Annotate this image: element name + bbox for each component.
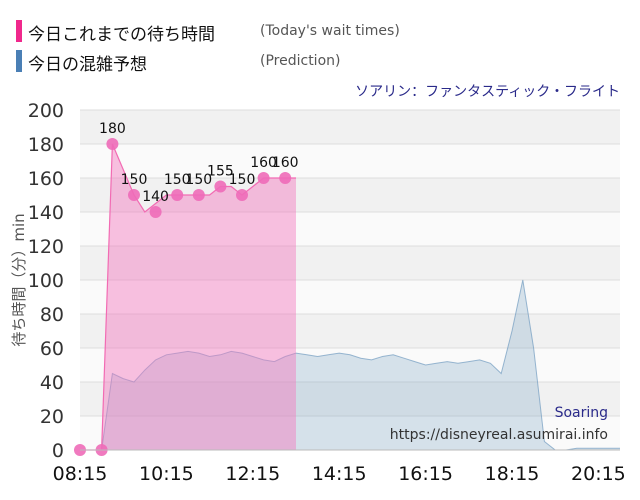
grid-band bbox=[80, 314, 620, 348]
grid-band bbox=[80, 246, 620, 280]
legend-label-prediction: 今日の混雑予想 bbox=[28, 55, 147, 75]
x-tick-label: 12:15 bbox=[225, 463, 280, 485]
legend-note-today: (Today's wait times) bbox=[260, 23, 400, 39]
data-label-today: 160 bbox=[272, 155, 299, 171]
y-tick-label: 180 bbox=[28, 134, 64, 156]
y-tick-label: 80 bbox=[40, 304, 64, 326]
grid-band bbox=[80, 382, 620, 416]
series-area-today bbox=[80, 144, 296, 450]
grid-band bbox=[80, 212, 620, 246]
grid-band bbox=[80, 348, 620, 382]
data-point-today bbox=[106, 138, 119, 150]
data-point-today bbox=[257, 172, 270, 184]
series-area-prediction bbox=[80, 280, 620, 450]
data-point-today bbox=[171, 189, 184, 201]
data-label-today: 140 bbox=[142, 189, 169, 205]
legend-swatch-prediction bbox=[16, 50, 22, 72]
x-tick-label: 20:15 bbox=[571, 463, 626, 485]
data-label-today: 150 bbox=[164, 172, 191, 188]
legend-label-today: 今日これまでの待ち時間 bbox=[28, 25, 215, 45]
legend-item-prediction[interactable]: 今日の混雑予想 (Prediction) bbox=[0, 48, 640, 75]
y-tick-label: 140 bbox=[28, 202, 64, 224]
credit-url: https://disneyreal.asumirai.info bbox=[389, 427, 608, 443]
data-point-today bbox=[279, 172, 292, 184]
y-tick-label: 20 bbox=[40, 406, 64, 428]
y-tick-label: 60 bbox=[40, 338, 64, 360]
x-tick-label: 10:15 bbox=[139, 463, 194, 485]
data-point-today bbox=[128, 189, 140, 201]
y-tick-label: 40 bbox=[40, 372, 64, 394]
y-tick-label: 160 bbox=[28, 168, 64, 190]
data-label-today: 150 bbox=[185, 172, 212, 188]
legend-swatch-today bbox=[16, 20, 22, 42]
data-point-today bbox=[214, 180, 227, 193]
grid-band bbox=[80, 144, 620, 178]
x-tick-label: 16:15 bbox=[398, 463, 453, 485]
y-tick-label: 200 bbox=[28, 100, 64, 122]
grid-band bbox=[80, 110, 620, 144]
legend-note-prediction: (Prediction) bbox=[260, 53, 341, 69]
x-tick-label: 08:15 bbox=[53, 463, 108, 485]
credit-name: Soaring bbox=[554, 405, 608, 421]
grid-band bbox=[80, 416, 620, 450]
data-point-today bbox=[149, 206, 162, 218]
series-line-prediction bbox=[80, 279, 620, 451]
x-tick-label: 18:15 bbox=[485, 463, 540, 485]
data-point-today bbox=[192, 189, 205, 201]
data-label-today: 155 bbox=[207, 164, 234, 180]
data-label-today: 180 bbox=[99, 121, 126, 137]
data-label-today: 160 bbox=[250, 155, 277, 171]
data-point-today bbox=[236, 189, 248, 201]
y-tick-label: 0 bbox=[52, 440, 64, 462]
x-tick-label: 14:15 bbox=[312, 463, 367, 485]
y-axis-label: 待ち時間（分）min bbox=[10, 213, 28, 346]
data-label-today: 150 bbox=[121, 172, 148, 188]
chart-subtitle: ソアリン：ファンタスティック・フライト bbox=[355, 84, 620, 100]
data-label-today: 150 bbox=[229, 172, 256, 188]
legend-item-today[interactable]: 今日これまでの待ち時間 (Today's wait times) bbox=[0, 18, 640, 45]
y-tick-label: 120 bbox=[28, 236, 64, 258]
y-tick-label: 100 bbox=[28, 270, 64, 292]
grid-band bbox=[80, 280, 620, 314]
